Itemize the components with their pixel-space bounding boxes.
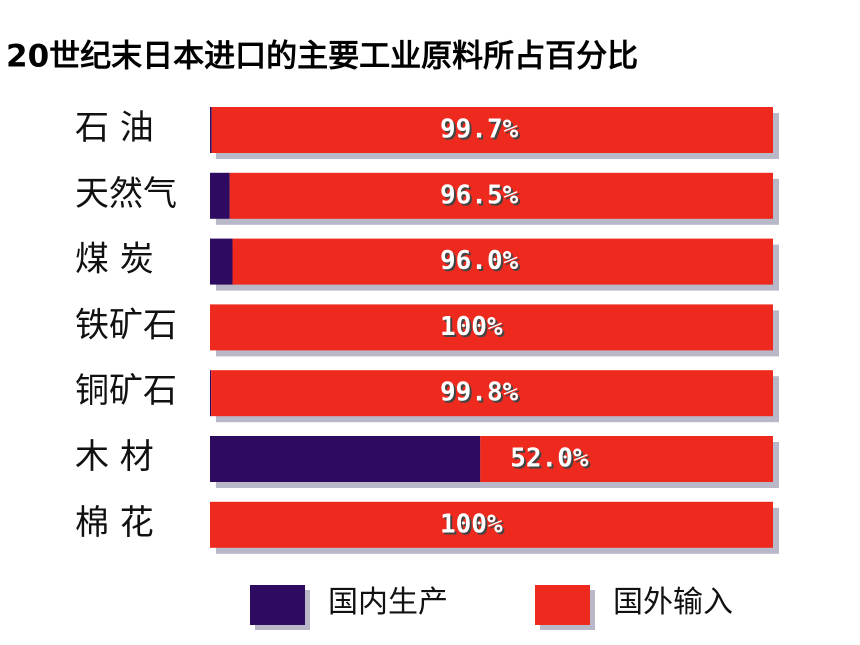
value-label-shadow: 52.0% — [512, 446, 591, 476]
bar — [210, 436, 481, 482]
value-label-shadow: 96.0% — [442, 248, 521, 278]
bar — [480, 436, 773, 482]
y-tick-label: 木 材 — [75, 437, 154, 477]
value-label: 99.8% — [440, 378, 519, 408]
legend-label: 国外输入 — [613, 585, 733, 620]
legend-label: 国内生产 — [328, 585, 448, 620]
bar — [211, 370, 774, 417]
value-label: 52.0% — [510, 444, 589, 474]
value-label: 100% — [440, 312, 503, 342]
y-tick-label: 煤 炭 — [75, 240, 154, 280]
y-tick-label: 铁矿石 — [75, 305, 177, 345]
bar — [229, 172, 773, 219]
value-label: 99.7% — [440, 115, 519, 145]
y-tick-label: 天然气 — [75, 174, 177, 214]
bar — [210, 172, 230, 219]
value-label: 100% — [440, 509, 503, 539]
bar — [210, 238, 233, 285]
value-label-shadow: 100% — [442, 511, 505, 541]
value-label-shadow: 96.5% — [442, 182, 521, 212]
bar — [210, 501, 773, 548]
chart-title: 20世纪末日本进口的主要工业原料所占百分比 — [6, 39, 638, 75]
value-label: 96.0% — [440, 246, 519, 276]
value-label-shadow: 100% — [442, 314, 505, 344]
value-label-shadow: 99.8% — [442, 380, 521, 410]
bar — [210, 304, 773, 351]
bar — [211, 107, 774, 153]
legend-swatch — [535, 585, 590, 625]
bar — [210, 107, 212, 153]
bar — [232, 238, 773, 285]
y-tick-label: 棉 花 — [75, 503, 154, 543]
value-label-shadow: 99.7% — [442, 117, 521, 147]
y-tick-label: 石 油 — [75, 108, 154, 148]
value-label: 96.5% — [440, 180, 519, 210]
bar — [210, 370, 212, 417]
legend-swatch — [250, 585, 305, 625]
y-tick-label: 铜矿石 — [75, 371, 177, 411]
